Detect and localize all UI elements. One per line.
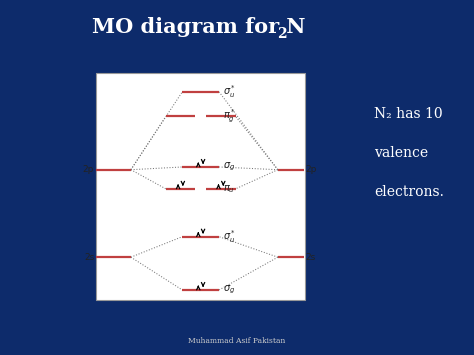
Text: $\sigma^*_u$: $\sigma^*_u$ — [223, 83, 236, 100]
Text: electrons.: electrons. — [374, 185, 444, 199]
Text: N₂ has 10: N₂ has 10 — [374, 106, 443, 121]
Text: 2s: 2s — [84, 253, 94, 262]
Text: valence: valence — [374, 146, 428, 160]
Text: Muhammad Asif Pakistan: Muhammad Asif Pakistan — [188, 337, 286, 345]
Text: MO diagram for N: MO diagram for N — [92, 17, 306, 37]
Text: $\sigma^*_u$: $\sigma^*_u$ — [223, 228, 236, 245]
Text: 2p: 2p — [83, 165, 94, 174]
Text: $\sigma_g$: $\sigma_g$ — [223, 161, 235, 173]
Text: 2: 2 — [277, 27, 287, 41]
FancyBboxPatch shape — [96, 73, 305, 300]
Text: 2p: 2p — [305, 165, 317, 174]
Text: $\sigma_g$: $\sigma_g$ — [223, 284, 235, 296]
Text: 2s: 2s — [305, 253, 316, 262]
Text: $\pi^*_g$: $\pi^*_g$ — [223, 108, 236, 125]
Text: $\pi_u$: $\pi_u$ — [223, 183, 235, 195]
